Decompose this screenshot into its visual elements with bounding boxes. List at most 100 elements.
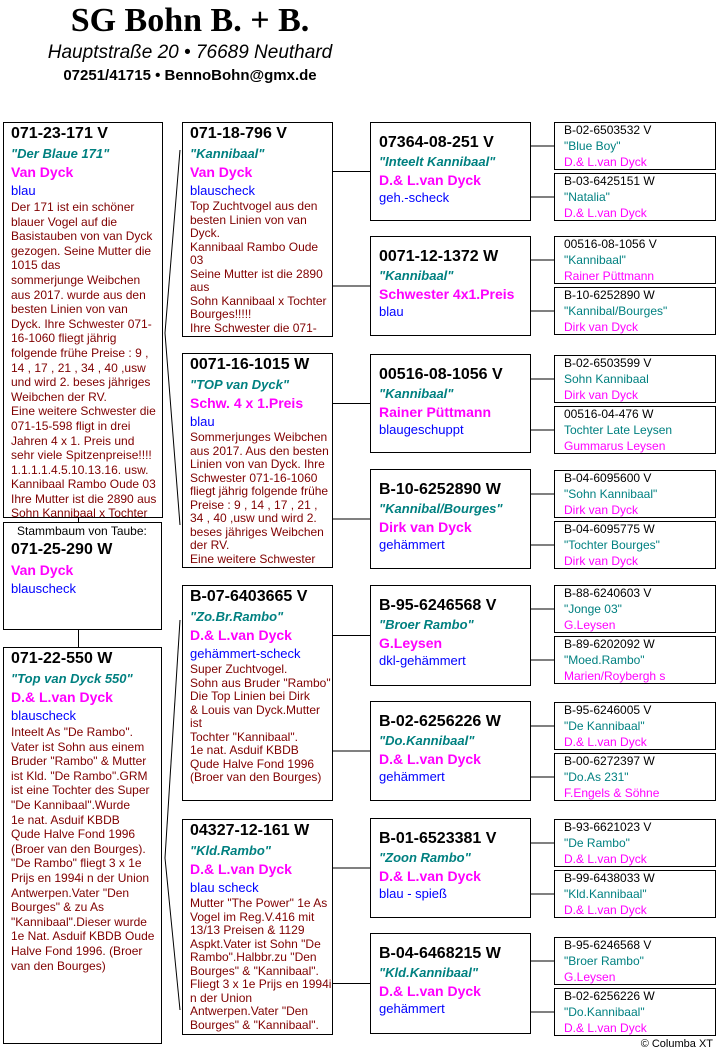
copyright: © Columba XT	[640, 1038, 713, 1050]
ring-number: 04327-12-161 W	[190, 822, 310, 839]
ring-number: 071-25-290 W	[11, 541, 113, 558]
ring-number: B-01-6523381 V	[379, 830, 497, 847]
ring-number: B-93-6621023 V	[564, 820, 652, 834]
pigeon-notes: Top Zuchtvogel aus den besten Linien von…	[190, 199, 327, 336]
pigeon-name: "Natalia"	[564, 190, 610, 204]
feather-color: gehämmert	[379, 769, 445, 784]
breeder: Marien/Roybergh s	[564, 669, 666, 683]
pigeon-name: "Kannibaal"	[564, 253, 626, 267]
great-great-grandparent-card: B-02-6256226 W "Do.Kannibaal" D.& L.van Dy…	[554, 988, 716, 1036]
pigeon-name: "Broer Rambo"	[564, 954, 644, 968]
pigeon-name: "Do.As 231"	[564, 770, 629, 784]
pigeon-name: "De Rambo"	[564, 836, 630, 850]
great-great-grandparent-card: 00516-08-1056 V "Kannibaal" Rainer Püttman…	[554, 236, 716, 284]
great-great-grandparent-card: B-95-6246568 V "Broer Rambo" G.Leysen	[554, 937, 716, 985]
ring-number: B-99-6438033 W	[564, 871, 655, 885]
pigeon-notes: Mutter "The Power" 1e As Vogel im Reg.V.…	[190, 896, 332, 1032]
pigeon-name: "Zo.Br.Rambo"	[190, 609, 284, 624]
ring-number: B-04-6095600 V	[564, 471, 652, 485]
connector-line	[164, 332, 181, 526]
pigeon-name: "Kannibal/Bourges"	[564, 304, 668, 318]
feather-color: blauscheck	[11, 708, 77, 723]
great-great-grandparent-card: B-99-6438033 W "Kld.Kannibaal" D.& L.van D…	[554, 870, 716, 918]
breeder: Dirk van Dyck	[564, 388, 639, 402]
breeder: G.Leysen	[564, 618, 616, 632]
pigeon-name: "Do.Kannibaal"	[379, 733, 475, 748]
feather-color: blauscheck	[11, 581, 77, 596]
pigeon-name: "Der Blaue 171"	[11, 146, 110, 161]
great-grandparent-card: B-01-6523381 V "Zoon Rambo" D.& L.van Dyck…	[370, 818, 531, 918]
grandparent-card: B-07-6403665 V "Zo.Br.Rambo" D.& L.van Dyc…	[182, 585, 333, 801]
pigeon-name: "Kld.Kannibaal"	[379, 965, 479, 980]
breeder: D.& L.van Dyck	[564, 852, 647, 866]
feather-color: geh.-scheck	[379, 190, 450, 205]
connector-line	[164, 857, 181, 1011]
ring-number: B-89-6202092 W	[564, 637, 655, 651]
breeder: Van Dyck	[11, 164, 74, 180]
pigeon-name: Tochter Late Leysen	[564, 423, 673, 437]
pigeon-notes: Inteelt As "De Rambo". Vater ist Sohn au…	[11, 725, 155, 973]
great-great-grandparent-card: B-89-6202092 W "Moed.Rambo" Marien/Royberg…	[554, 636, 716, 684]
grandparent-card: 04327-12-161 W "Kld.Rambo" D.& L.van Dyck b…	[182, 819, 333, 1035]
breeder: Gummarus Leysen	[564, 439, 666, 453]
great-grandparent-card: B-10-6252890 W "Kannibal/Bourges" Dirk van…	[370, 469, 531, 569]
connector-line	[164, 149, 181, 334]
ring-number: 00516-08-1056 V	[564, 237, 657, 251]
ring-number: B-02-6256226 W	[564, 989, 655, 1003]
feather-color: blau - spieß	[379, 886, 447, 901]
dam-card: 071-22-550 W "Top van Dyck 550" D.& L.van …	[3, 647, 162, 1044]
great-great-grandparent-card: 00516-04-476 W Tochter Late Leysen Gummaru…	[554, 406, 716, 454]
breeder: D.& L.van Dyck	[379, 983, 481, 999]
breeder: D.& L.van Dyck	[190, 627, 292, 643]
great-grandparent-card: B-02-6256226 W "Do.Kannibaal" D.& L.van Dy…	[370, 701, 531, 801]
great-great-grandparent-card: B-04-6095775 W "Tochter Bourges" Dirk van …	[554, 521, 716, 569]
ring-number: B-95-6246005 V	[564, 703, 652, 717]
feather-color: gehämmert	[379, 537, 445, 552]
breeder: D.& L.van Dyck	[564, 735, 647, 749]
ring-number: B-04-6468215 W	[379, 945, 501, 962]
ring-number: B-03-6425151 W	[564, 174, 655, 188]
great-grandparent-card: 07364-08-251 V "Inteelt Kannibaal" D.& L.v…	[370, 122, 531, 221]
great-grandparent-card: 0071-12-1372 W "Kannibaal" Schwester 4x1.P…	[370, 236, 531, 336]
pigeon-name: "Moed.Rambo"	[564, 653, 645, 667]
ring-number: B-04-6095775 W	[564, 522, 655, 536]
great-great-grandparent-card: B-95-6246005 V "De Kannibaal" D.& L.van Dy…	[554, 702, 716, 750]
pigeon-name: Sohn Kannibaal	[564, 372, 649, 386]
ring-number: 071-22-550 W	[11, 650, 113, 667]
connector-line	[164, 619, 181, 859]
pigeon-name: "Kld.Kannibaal"	[564, 887, 647, 901]
pigeon-name: "Kannibal/Bourges"	[379, 501, 503, 516]
great-great-grandparent-card: B-04-6095600 V "Sohn Kannibaal" Dirk van D…	[554, 470, 716, 518]
pigeon-name: "Zoon Rambo"	[379, 850, 471, 865]
ring-number: B-00-6272397 W	[564, 754, 655, 768]
pigeon-name: "Broer Rambo"	[379, 617, 474, 632]
ring-number: 0071-16-1015 W	[190, 356, 310, 373]
pigeon-name: "Jonge 03"	[564, 602, 622, 616]
breeder: D.& L.van Dyck	[564, 155, 647, 169]
ring-number: 0071-12-1372 W	[379, 248, 499, 265]
breeder-address: Hauptstraße 20 • 76689 Neuthard	[47, 42, 333, 63]
pigeon-name: "Blue Boy"	[564, 139, 621, 153]
feather-color: blau	[11, 183, 36, 198]
great-great-grandparent-card: B-00-6272397 W "Do.As 231" F.Engels & Söhn…	[554, 753, 716, 801]
pigeon-name: "Kannibaal"	[379, 268, 454, 283]
pigeon-name: "Do.Kannibaal"	[564, 1005, 645, 1019]
ring-number: B-88-6240603 V	[564, 586, 652, 600]
great-great-grandparent-card: B-88-6240603 V "Jonge 03" G.Leysen	[554, 585, 716, 633]
ring-number: B-95-6246568 V	[379, 597, 497, 614]
breeder: G.Leysen	[564, 970, 616, 984]
breeder: D.& L.van Dyck	[379, 868, 481, 884]
breeder: Dirk van Dyck	[379, 519, 472, 535]
pigeon-notes: Der 171 ist ein schöner blauer Vogel auf…	[11, 200, 157, 518]
pigeon-name: "Top van Dyck 550"	[11, 671, 133, 686]
breeder: Schw. 4 x 1.Preis	[190, 395, 304, 411]
sire-card: 071-23-171 V "Der Blaue 171" Van Dyck blau D…	[3, 122, 163, 518]
pigeon-name: "TOP van Dyck"	[190, 377, 290, 392]
ring-number: 07364-08-251 V	[379, 134, 494, 151]
breeder: D.& L.van Dyck	[379, 751, 481, 767]
great-great-grandparent-card: B-93-6621023 V "De Rambo" D.& L.van Dyck	[554, 819, 716, 867]
feather-color: gehämmert-scheck	[190, 646, 301, 661]
subject-label: Stammbaum von Taube:	[14, 524, 150, 538]
ring-number: 071-18-796 V	[190, 125, 287, 142]
